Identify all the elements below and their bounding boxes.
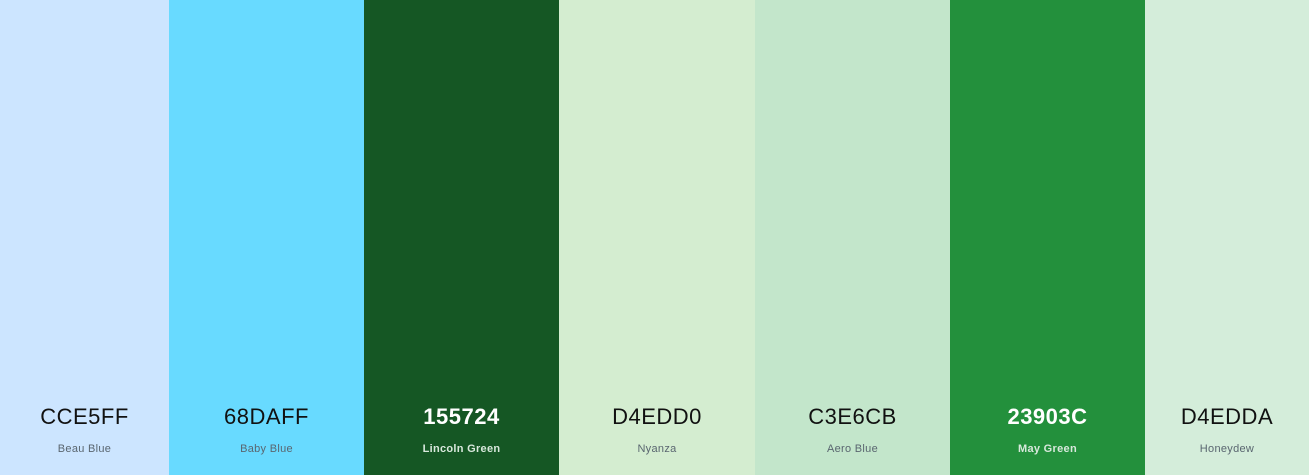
swatch-color-name: Honeydew xyxy=(1199,443,1255,455)
swatch-aero-blue[interactable]: C3E6CB Aero Blue xyxy=(755,0,950,475)
swatch-hex-code[interactable]: D4EDDA xyxy=(1180,404,1274,429)
swatch-hex-code[interactable]: CCE5FF xyxy=(40,404,129,429)
swatch-color-name: Beau Blue xyxy=(57,443,112,455)
swatch-hex-code[interactable]: 68DAFF xyxy=(224,404,309,429)
swatch-color-name: Baby Blue xyxy=(240,443,293,455)
swatch-may-green[interactable]: 23903C May Green xyxy=(950,0,1145,475)
swatch-honeydew[interactable]: D4EDDA Honeydew xyxy=(1145,0,1309,475)
swatch-color-name: Lincoln Green xyxy=(422,443,501,455)
swatch-color-name: Nyanza xyxy=(637,443,677,455)
swatch-lincoln-green[interactable]: 155724 Lincoln Green xyxy=(364,0,559,475)
swatch-hex-code[interactable]: 23903C xyxy=(1007,404,1088,429)
swatch-baby-blue[interactable]: 68DAFF Baby Blue xyxy=(169,0,364,475)
swatch-color-name: May Green xyxy=(1018,443,1077,455)
swatch-hex-code[interactable]: 155724 xyxy=(423,404,500,429)
swatch-color-name: Aero Blue xyxy=(826,443,878,455)
swatch-hex-code[interactable]: D4EDD0 xyxy=(612,404,702,429)
swatch-beau-blue[interactable]: CCE5FF Beau Blue xyxy=(0,0,169,475)
swatch-nyanza[interactable]: D4EDD0 Nyanza xyxy=(559,0,755,475)
swatch-hex-code[interactable]: C3E6CB xyxy=(808,404,897,429)
